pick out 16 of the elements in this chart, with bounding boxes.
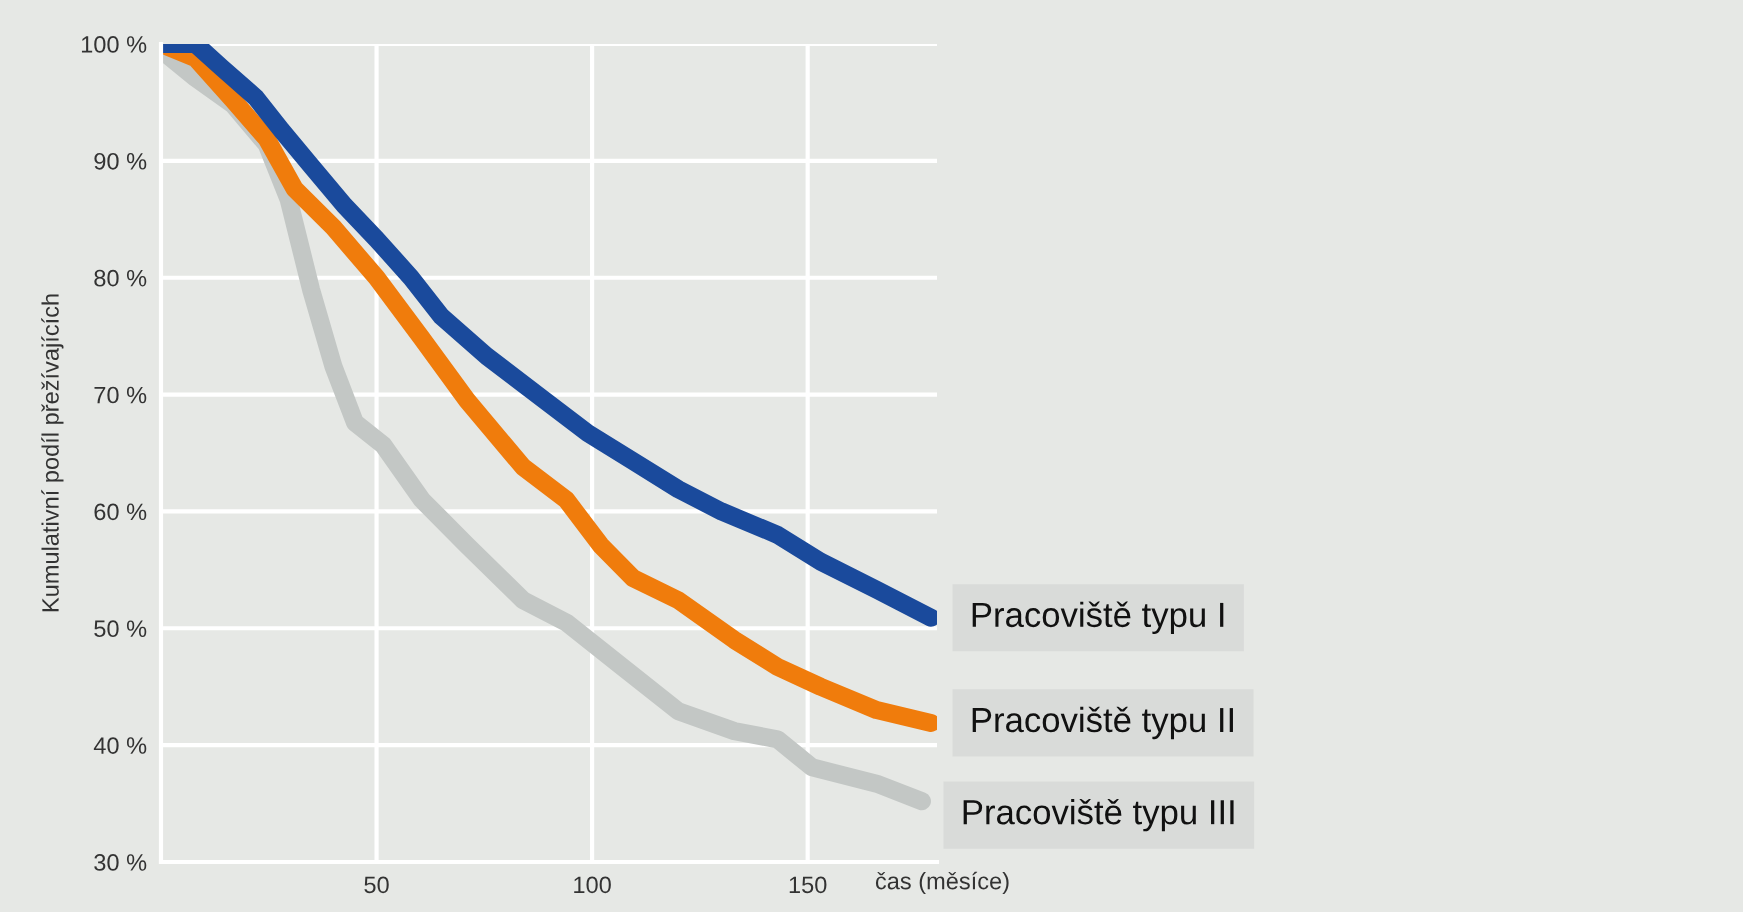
y-tick-label: 30 % (94, 854, 147, 871)
y-tick-label: 50 % (94, 620, 147, 638)
y-tick-label: 70 % (94, 386, 147, 404)
y-tick-label: 90 % (94, 152, 147, 170)
series-label: Pracoviště typu III (963, 798, 1234, 832)
x-tick-label: 100 (574, 876, 611, 894)
y-tick-label: 100 % (81, 36, 147, 53)
x-tick-label: 150 (789, 876, 827, 894)
y-tick-label: 40 % (93, 737, 147, 754)
series-label: Pracoviště typu II (972, 706, 1233, 740)
y-tick-label: 80 % (94, 269, 147, 287)
x-axis-title: čas (měsíce) (875, 871, 1009, 895)
series-label: Pracoviště typu I (972, 601, 1224, 635)
x-tick-label: 50 (364, 876, 389, 894)
y-axis-title: Kumulativní podíl přežívajících (41, 294, 64, 612)
y-tick-label: 60 % (94, 503, 147, 521)
